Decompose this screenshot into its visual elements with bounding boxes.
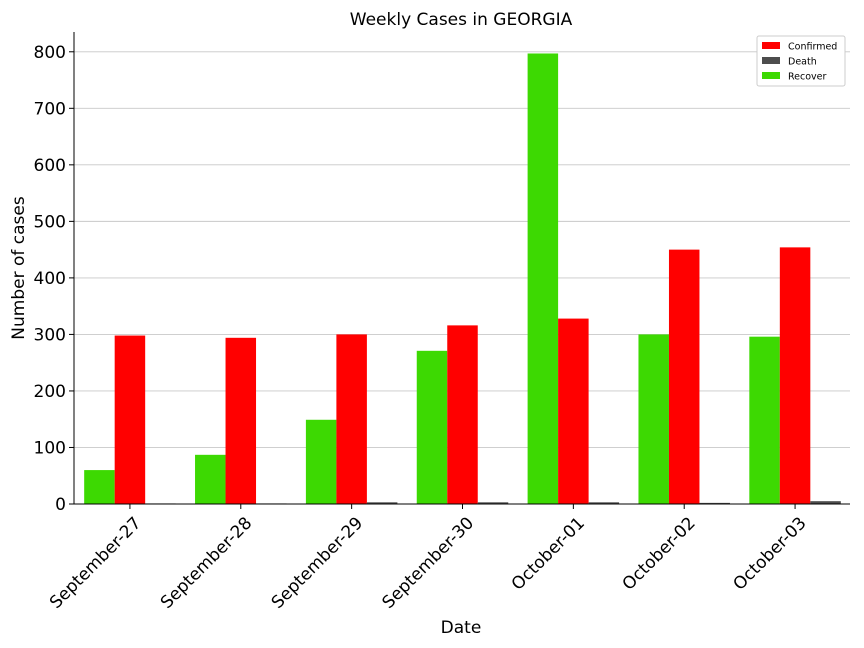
y-ticks: 0 100 200 300 400 500 600 700 800 [34, 43, 74, 515]
bar-death-october-01 [588, 502, 620, 504]
bar-recover-september-27 [84, 470, 115, 504]
bar-recover-september-30 [416, 350, 448, 504]
legend-swatch-death [762, 57, 780, 64]
legend-label-confirmed: Confirmed [788, 42, 837, 53]
legend-swatch-recover [762, 72, 780, 79]
legend-swatch-confirmed [762, 42, 780, 49]
y-tick-label: 600 [34, 156, 66, 176]
x-tick-label: October-01 [508, 513, 589, 594]
x-tick-label: October-03 [729, 513, 810, 594]
y-tick-label: 300 [34, 325, 66, 345]
y-tick-label: 500 [34, 212, 66, 232]
y-tick-label: 100 [34, 438, 66, 458]
bar-recover-october-01 [527, 53, 559, 505]
bar-confirmed-september-27 [114, 335, 146, 504]
x-tick-label: September-30 [379, 513, 478, 612]
bar-confirmed-october-01 [558, 318, 589, 504]
y-tick-label: 200 [34, 382, 66, 402]
bar-recover-september-28 [195, 454, 226, 504]
x-axis-label: Date [441, 618, 482, 638]
chart-title: Weekly Cases in GEORGIA [350, 10, 573, 30]
bar-recover-october-03 [749, 336, 780, 504]
legend-label-death: Death [788, 57, 817, 68]
x-tick-label: October-02 [619, 513, 700, 594]
y-tick-label: 400 [34, 269, 66, 289]
bar-recover-october-02 [638, 334, 669, 504]
y-tick-label: 0 [55, 495, 66, 515]
bar-confirmed-october-02 [668, 249, 700, 504]
bars [84, 53, 841, 505]
bar-death-september-29 [366, 502, 398, 504]
legend: Confirmed Death Recover [756, 35, 846, 87]
y-axis-label: Number of cases [9, 196, 29, 340]
bar-confirmed-september-28 [225, 337, 257, 504]
y-tick-label: 800 [34, 43, 66, 63]
bar-death-october-02 [699, 502, 730, 504]
bar-confirmed-october-03 [779, 247, 811, 504]
x-tick-label: September-28 [157, 513, 256, 612]
x-tick-label: September-29 [268, 513, 367, 612]
bar-recover-september-29 [305, 419, 337, 504]
legend-label-recover: Recover [788, 72, 827, 83]
x-tick-label: September-27 [46, 513, 145, 612]
bar-death-october-03 [810, 501, 841, 504]
bar-death-september-30 [477, 502, 509, 504]
bar-confirmed-september-29 [336, 334, 367, 504]
y-tick-label: 700 [34, 99, 66, 119]
x-ticks: September-27 September-28 September-29 Sept… [46, 504, 811, 613]
bar-confirmed-september-30 [447, 325, 478, 504]
